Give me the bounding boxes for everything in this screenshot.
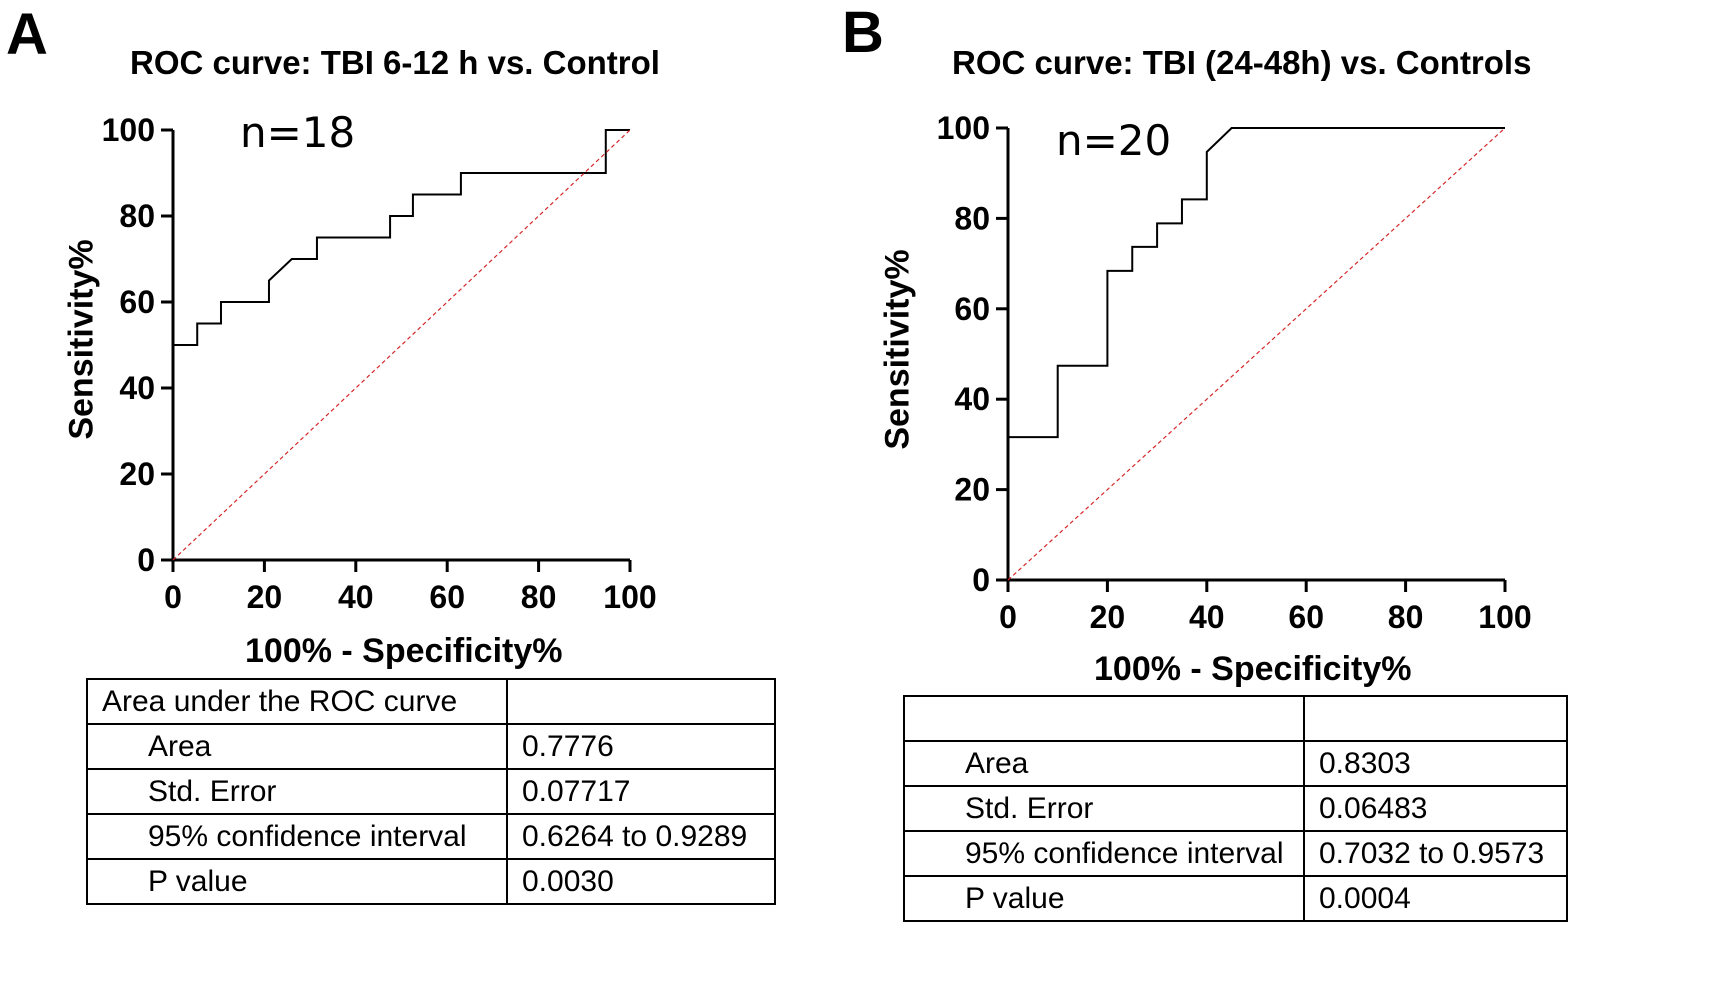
y-tick-label-b: 40 [954,381,990,417]
chart-title-a: ROC curve: TBI 6-12 h vs. Control [130,44,660,81]
y-tick-label-a: 40 [119,370,155,406]
panel-letter-a: A [6,2,48,67]
x-tick-label-b: 40 [1189,599,1225,635]
table-row: P value 0.0004 [903,875,1568,922]
table-cell-label: Area [86,723,508,770]
y-tick-label-a: 100 [102,112,155,148]
y-tick-label-b: 80 [954,200,990,236]
y-tick-label-a: 80 [119,198,155,234]
table-cell-label: Std. Error [903,785,1305,832]
reference-diagonal-line-b [1007,127,1506,581]
table-row: 95% confidence interval 0.7032 to 0.9573 [903,830,1568,877]
table-cell-label: 95% confidence interval [86,813,508,860]
x-tick-label-a: 60 [429,579,465,615]
chart-title-b: ROC curve: TBI (24-48h) vs. Controls [952,44,1532,81]
table-cell-label: P value [86,858,508,905]
table-row: Std. Error 0.06483 [903,785,1568,832]
x-tick-label-b: 80 [1388,599,1424,635]
x-tick-label-a: 0 [164,579,182,615]
y-tick-label-a: 20 [119,456,155,492]
n-label-a: n=18 [240,108,356,157]
stats-table-a: Area under the ROC curve Area 0.7776 Std… [86,678,776,905]
y-tick-label-b: 100 [937,110,990,146]
y-tick-label-b: 0 [972,562,990,598]
table-cell-label: Area [903,740,1305,787]
table-cell-value: 0.0030 [506,858,776,905]
table-cell-value: 0.0004 [1303,875,1568,922]
table-header-cell [903,695,1305,742]
x-tick-label-a: 40 [338,579,374,615]
y-tick-label-b: 20 [954,472,990,508]
y-tick-label-a: 0 [137,542,155,578]
table-cell-value: 0.07717 [506,768,776,815]
table-cell-label: Std. Error [86,768,508,815]
x-axis-label-a: 100% - Specificity% [245,632,563,670]
table-cell-value: 0.7032 to 0.9573 [1303,830,1568,877]
panel-letter-b: B [842,0,884,65]
table-cell-value: 0.7776 [506,723,776,770]
stats-table-b: Area 0.8303 Std. Error 0.06483 95% confi… [903,695,1568,922]
y-tick-label-b: 60 [954,291,990,327]
table-cell-label: P value [903,875,1305,922]
table-cell-value: 0.6264 to 0.9289 [506,813,776,860]
n-label-b: n=20 [1056,116,1172,165]
table-header-cell: Area under the ROC curve [86,678,508,725]
table-cell-value: 0.8303 [1303,740,1568,787]
x-tick-label-a: 20 [247,579,283,615]
x-tick-label-b: 20 [1090,599,1126,635]
table-cell-value: 0.06483 [1303,785,1568,832]
x-axis-label-b: 100% - Specificity% [1094,650,1412,688]
table-header-cell [506,678,776,725]
roc-curve-line-a [172,129,630,560]
y-tick-label-a: 60 [119,284,155,320]
table-header-row: Area under the ROC curve [86,678,776,725]
x-tick-label-a: 80 [521,579,557,615]
table-header-cell [1303,695,1568,742]
table-header-row [903,695,1568,742]
table-row: Area 0.8303 [903,740,1568,787]
x-tick-label-b: 60 [1288,599,1324,635]
table-cell-label: 95% confidence interval [903,830,1305,877]
table-row: 95% confidence interval 0.6264 to 0.9289 [86,813,776,860]
table-row: P value 0.0030 [86,858,776,905]
table-row: Std. Error 0.07717 [86,768,776,815]
x-tick-label-b: 0 [999,599,1017,635]
roc-curve-line-b [1007,127,1505,580]
x-tick-label-a: 100 [603,579,656,615]
x-tick-label-b: 100 [1478,599,1531,635]
table-row: Area 0.7776 [86,723,776,770]
